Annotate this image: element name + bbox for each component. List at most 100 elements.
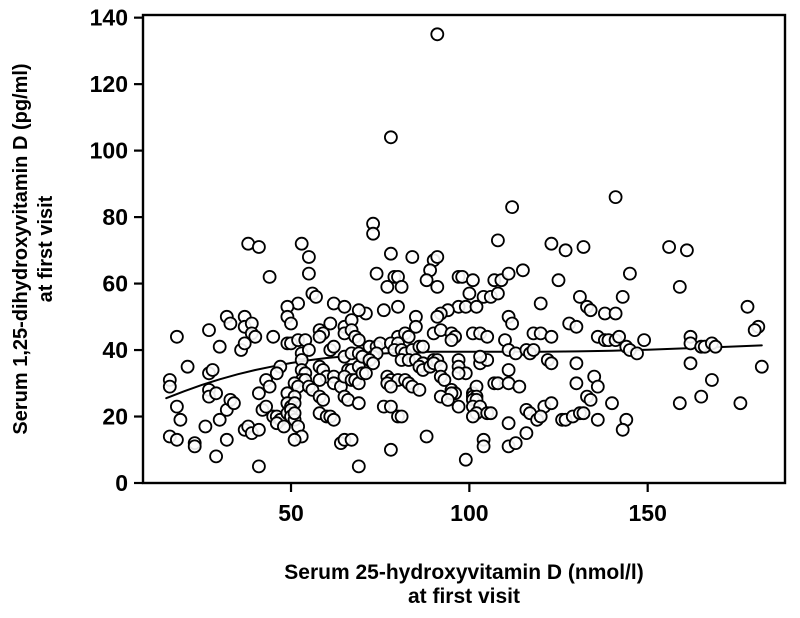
data-point [312,373,327,387]
data-point [490,233,505,248]
data-point [451,399,466,414]
data-point [608,190,623,205]
data-point [351,303,366,318]
data-point [430,27,445,42]
data-point [630,346,644,361]
data-point [672,279,687,294]
data-point [576,240,591,254]
data-point [383,130,398,145]
data-point [623,266,637,281]
data-point [383,246,398,261]
data-point [516,263,530,278]
data-point [262,269,277,284]
data-point [405,250,420,264]
data-point [309,289,323,304]
data-point [209,386,224,401]
data-point [662,240,676,254]
data-point [351,333,366,348]
data-point [430,279,445,294]
data-point [437,373,452,387]
data-point [412,382,427,397]
data-point [612,329,626,344]
data-point [733,396,748,411]
data-point [301,343,316,357]
data-point [754,359,769,374]
data-point [419,273,434,288]
data-point [169,399,184,414]
data-point [366,356,381,371]
data-point [747,323,762,338]
data-point [501,363,516,377]
y-tick-label: 20 [102,404,128,430]
y-axis-title: Serum 1,25-dihydroxyvitamin D (pg/ml) at… [9,63,59,434]
data-point [440,392,455,407]
data-point [251,459,266,474]
data-point [369,266,384,281]
data-point [569,356,584,371]
data-point [226,396,241,411]
data-point [326,339,341,354]
data-point [380,279,395,294]
data-point [376,303,391,318]
data-point [590,412,605,427]
data-point [573,289,587,304]
data-point [615,289,630,304]
data-point [480,329,495,344]
data-point [451,366,466,381]
data-point [680,243,694,258]
y-axis-title-line1: Serum 1,25-dihydroxyvitamin D (pg/ml) [10,63,32,435]
data-point [391,299,405,314]
x-tick-label: 50 [278,500,304,526]
x-axis-title-line1: Serum 25-hydroxyvitamin D (nmol/l) [284,561,644,584]
data-point [284,316,298,331]
data-point [444,333,459,348]
y-tick-label: 60 [102,271,128,297]
data-point [508,436,523,451]
data-point [694,389,709,404]
data-point [512,379,527,394]
data-point [501,266,516,281]
data-point [316,392,331,407]
data-point [505,316,519,331]
data-point [505,200,519,215]
data-point [251,386,266,401]
y-tick-label: 40 [102,337,128,363]
data-point [590,379,605,394]
data-point [490,286,505,301]
data-point [533,409,548,424]
data-point [416,339,430,354]
data-point [162,379,177,394]
data-point [351,396,366,411]
data-point [383,399,398,414]
data-point [326,412,341,427]
data-point [583,392,598,407]
data-point [337,299,352,314]
data-point [583,303,598,318]
data-point [351,459,366,474]
data-point [551,273,566,288]
data-point [569,319,584,334]
data-point [301,266,316,281]
data-point [180,359,195,374]
data-point [187,439,202,454]
data-point [544,356,559,371]
data-point [212,412,227,427]
data-point [394,409,409,424]
data-point [637,333,651,348]
data-point [476,439,491,454]
data-point [430,250,445,264]
y-tick-label: 100 [90,138,128,164]
data-point [209,449,224,464]
data-point [366,226,381,241]
data-point [469,299,484,314]
data-point [312,329,327,344]
data-point [401,329,416,344]
data-point [394,279,409,294]
data-point [473,349,488,364]
data-point [519,426,534,441]
x-tick-label: 100 [450,500,488,526]
data-point [248,329,263,344]
data-point [259,399,274,414]
